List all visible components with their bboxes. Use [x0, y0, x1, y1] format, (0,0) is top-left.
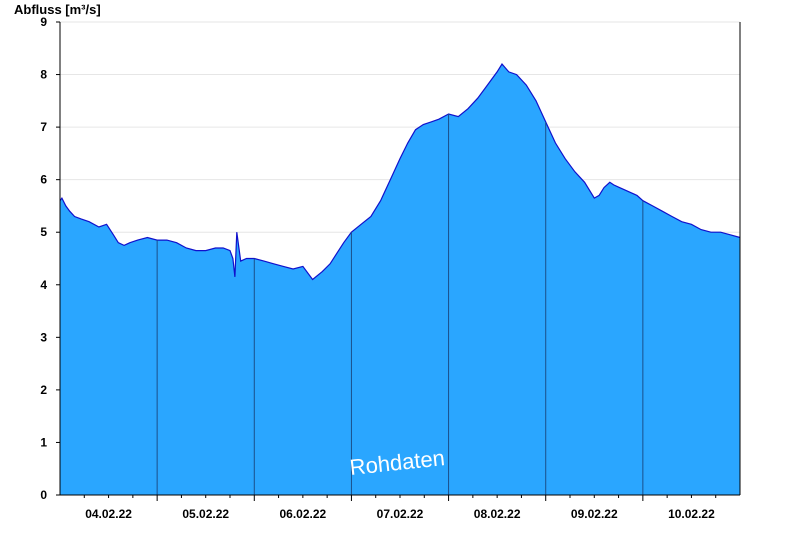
x-tick-label-1: 04.02.22: [85, 507, 132, 521]
y-ticks: 0 1 2 3 4 5 6 7 8 9: [40, 15, 60, 502]
y-tick-label-7: 7: [40, 120, 47, 134]
x-tick-label-4: 07.02.22: [377, 507, 424, 521]
discharge-line: [59, 62, 741, 281]
y-tick-label-1: 1: [40, 435, 47, 449]
x-tick-label-6: 09.02.22: [571, 507, 618, 521]
y-tick-label-0: 0: [40, 488, 47, 502]
y-axis-title: Abfluss [m³/s]: [14, 2, 101, 17]
x-tick-label-3: 06.02.22: [279, 507, 326, 521]
y-tick-label-5: 5: [40, 225, 47, 239]
x-tick-label-2: 05.02.22: [182, 507, 229, 521]
x-tick-label-7: 10.02.22: [668, 507, 715, 521]
y-tick-label-4: 4: [40, 278, 47, 292]
x-tick-label-5: 08.02.22: [474, 507, 521, 521]
day-separators: [156, 114, 644, 495]
y-tick-label-2: 2: [40, 383, 47, 397]
y-tick-label-3: 3: [40, 330, 47, 344]
y-tick-label-6: 6: [40, 173, 47, 187]
discharge-area: [60, 64, 740, 495]
x-ticks: 04.02.22 05.02.22 06.02.22 07.02.22 08.02.22…: [83, 495, 717, 521]
y-tick-label-8: 8: [40, 68, 47, 82]
y-tick-label-9: 9: [40, 15, 47, 29]
